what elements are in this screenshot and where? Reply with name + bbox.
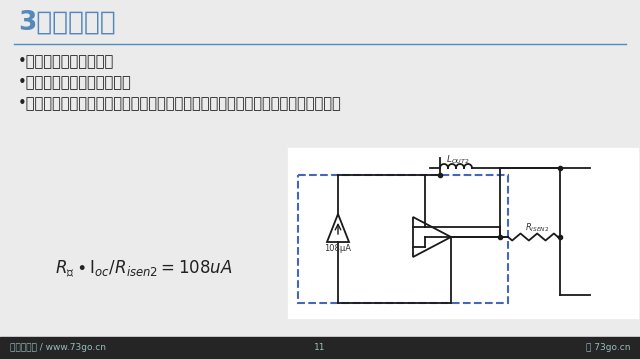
Text: 11: 11 [314,344,326,353]
Text: Ⓖ 73go.cn: Ⓖ 73go.cn [586,344,630,353]
Bar [288,148,638,318]
Text: 108μA: 108μA [324,244,351,253]
Text: 轻松行科技 / www.73go.cn: 轻松行科技 / www.73go.cn [10,344,106,353]
Text: •优点：测试准确，易于调试: •优点：测试准确，易于调试 [18,75,132,90]
Text: $R_{\rm 采}\bullet{\rm I}_{oc}/R_{isen2}=108uA$: $R_{\rm 采}\bullet{\rm I}_{oc}/R_{isen2}=… [55,258,233,279]
Text: •方法一、串入精密电阻: •方法一、串入精密电阻 [18,54,115,69]
Text: $L_{OUT2}$: $L_{OUT2}$ [446,153,470,165]
Text: 3、电流采样: 3、电流采样 [18,10,116,36]
Text: $R_{ISEN2}$: $R_{ISEN2}$ [525,222,550,234]
Text: •缺点：增加能够通过大电流的高精密电阻，增加成本，增加器件，降低电源效率。: •缺点：增加能够通过大电流的高精密电阻，增加成本，增加器件，降低电源效率。 [18,96,342,111]
Bar [0,337,640,359]
Bar [298,175,508,303]
